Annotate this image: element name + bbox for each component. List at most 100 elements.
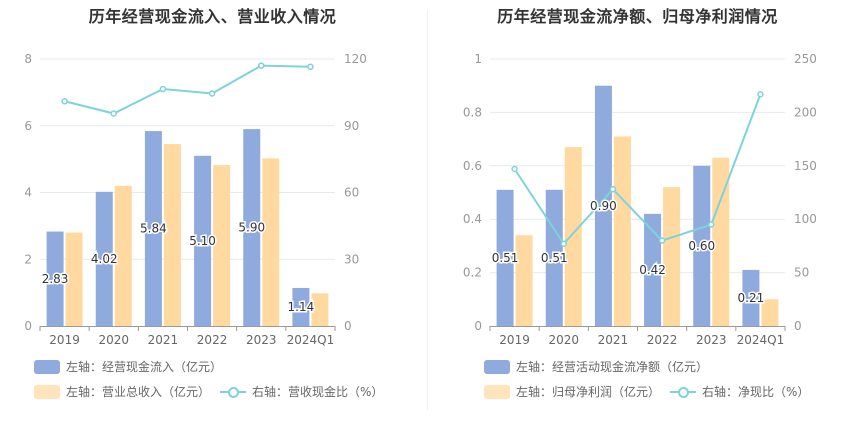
legend-label: 左轴：营业总收入（亿元） [66, 385, 211, 399]
line-point [307, 63, 314, 71]
legend-item-bar2[interactable]: 左轴：归母净利润（亿元） [484, 383, 660, 400]
x-tick-label: 2021 [148, 333, 179, 347]
y-tick-label-right: 50 [794, 266, 809, 280]
bar-series1 [496, 189, 514, 326]
y-tick-label-left: 0.4 [463, 212, 482, 226]
bar-series1 [243, 129, 261, 326]
line-point [609, 186, 617, 193]
y-tick-label-right: 120 [344, 52, 367, 66]
line-point [159, 85, 167, 93]
bar-series1 [292, 287, 310, 326]
bar-series1 [742, 269, 760, 326]
bar-series2 [311, 293, 329, 326]
chart-canvas: 0 2 4 6 8 0 30 60 90 120 2019 2020 2021 2022 2023 2024Q… [24, 52, 367, 347]
y-tick-label-left: 1 [474, 52, 482, 66]
data-label: 4.02 [91, 252, 118, 266]
line-point [560, 240, 567, 248]
line-point [110, 110, 117, 117]
bar-series1 [46, 231, 64, 326]
bar-series2 [213, 165, 231, 326]
data-label: 5.90 [238, 221, 265, 235]
legend-swatch-bar2 [484, 384, 510, 399]
line-series [513, 93, 762, 246]
bar-series2 [65, 232, 83, 326]
x-tick-label: 2020 [548, 333, 579, 347]
x-tick-label: 2022 [647, 333, 678, 347]
data-label: 0.51 [541, 251, 568, 265]
line-point [208, 90, 216, 97]
chart-panel-cashflow-revenue: 历年经营现金流入、营业收入情况 0 2 4 6 8 0 30 60 90 120 2019 2020 2… [24, 7, 383, 400]
bar-series2 [613, 136, 631, 326]
y-tick-label-left: 0.6 [463, 159, 482, 173]
bar-series2 [663, 187, 681, 326]
legend-label: 左轴：经营现金流入（亿元） [66, 360, 223, 374]
x-tick-label: 2019 [49, 333, 80, 347]
data-label: 0.60 [688, 239, 715, 253]
line-point [258, 62, 265, 69]
bar-series1 [194, 155, 212, 326]
y-tick-label-right: 60 [344, 186, 359, 200]
x-tick-label: 2021 [598, 333, 629, 347]
bar-series1 [594, 85, 612, 326]
legend-swatch-line [670, 385, 696, 399]
legend-item-bar1[interactable]: 左轴：经营活动现金流净额（亿元） [484, 358, 708, 375]
y-tick-label-left: 0 [24, 319, 32, 333]
data-label: 0.21 [738, 291, 765, 305]
legend-label: 右轴：营收现金比（%） [252, 385, 384, 399]
data-label: 2.83 [42, 272, 69, 286]
line-point [708, 221, 715, 228]
x-tick-label: 2024Q1 [737, 333, 785, 347]
legend-swatch-bar1 [34, 359, 60, 374]
y-tick-label-right: 0 [794, 319, 802, 333]
x-tick-label: 2022 [197, 333, 228, 347]
bar-series2 [761, 299, 779, 326]
y-tick-label-right: 90 [344, 119, 359, 133]
bar-series2 [515, 235, 533, 326]
line-point [511, 165, 518, 173]
line-point [658, 237, 666, 244]
chart-canvas: 0 0.2 0.4 0.6 0.8 1 0 50 100 150 200 250 2019 2020 202… [463, 52, 817, 347]
bar-series1 [144, 131, 162, 326]
legend-label: 左轴：经营活动现金流净额（亿元） [516, 360, 709, 374]
legend-item-line[interactable]: 右轴：净现比（%） [670, 383, 809, 400]
line-point [757, 90, 764, 98]
data-label: 1.14 [288, 300, 315, 314]
y-tick-label-left: 0 [474, 319, 482, 333]
legend-swatch-line [220, 385, 246, 399]
legend-swatch-bar2 [34, 384, 60, 399]
y-tick-label-left: 0.2 [463, 266, 482, 280]
y-tick-label-left: 6 [24, 119, 32, 133]
y-tick-label-right: 0 [344, 319, 352, 333]
panel-divider [427, 10, 428, 410]
data-label: 5.10 [189, 234, 216, 248]
bar-series2 [114, 185, 132, 326]
chart-title: 历年经营现金流入、营业收入情况 [88, 7, 337, 26]
data-label: 0.90 [590, 199, 617, 213]
bar-series1 [693, 165, 711, 326]
legend-item-line[interactable]: 右轴：营收现金比（%） [220, 383, 383, 400]
y-tick-label-left: 4 [24, 186, 32, 200]
legend-item-bar2[interactable]: 左轴：营业总收入（亿元） [34, 383, 210, 400]
y-tick-label-left: 8 [24, 52, 32, 66]
x-tick-label: 2024Q1 [287, 333, 335, 347]
x-tick-label: 2020 [98, 333, 129, 347]
x-tick-label: 2023 [246, 333, 277, 347]
legend-swatch-bar1 [484, 359, 510, 374]
data-label: 5.84 [140, 222, 167, 236]
x-tick-label: 2019 [499, 333, 530, 347]
y-tick-label-left: 0.8 [463, 105, 482, 119]
bar-series1 [644, 213, 662, 326]
y-tick-label-right: 200 [794, 105, 817, 119]
bar-series2 [712, 157, 730, 326]
legend-label: 左轴：归母净利润（亿元） [516, 385, 661, 399]
line-point [61, 98, 68, 105]
bar-series2 [262, 158, 280, 326]
y-tick-label-right: 150 [794, 159, 817, 173]
data-label: 0.42 [639, 263, 666, 277]
legend-item-bar1[interactable]: 左轴：经营现金流入（亿元） [34, 358, 222, 375]
y-tick-label-right: 250 [794, 52, 817, 66]
data-label: 0.51 [492, 251, 519, 265]
line-series [64, 64, 311, 115]
y-tick-label-right: 100 [794, 212, 817, 226]
bar-series1 [95, 191, 113, 326]
